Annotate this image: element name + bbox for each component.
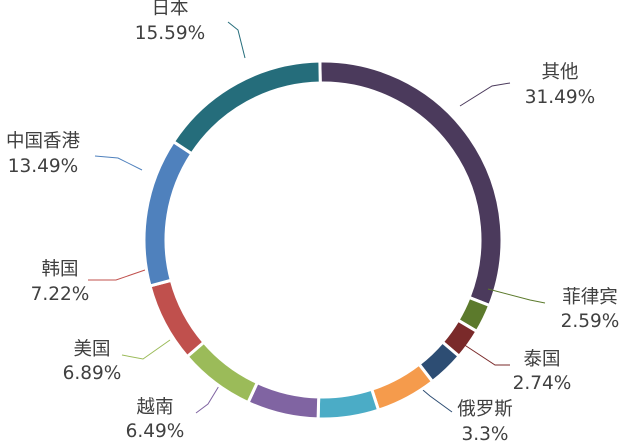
slice-value-label: 7.22%	[31, 284, 90, 305]
slice-value-label: 15.59%	[135, 23, 206, 44]
slice-value-label: 2.59%	[561, 311, 620, 332]
leader-line	[227, 21, 246, 59]
leader-line	[459, 82, 511, 107]
slice-name-label: 泰国	[523, 349, 560, 370]
donut-slice-越南	[246, 380, 321, 421]
slice-value-label: 31.49%	[525, 87, 596, 108]
slice-name-label: 美国	[73, 339, 110, 360]
leader-line	[88, 269, 146, 281]
slice-value-label: 6.89%	[63, 363, 122, 384]
leader-line	[121, 339, 171, 360]
slice-name-label: 韩国	[41, 259, 78, 280]
slice-value-label: 3.3%	[462, 424, 509, 443]
slice-name-label: 日本	[151, 0, 188, 19]
slice-name-label: 越南	[136, 397, 173, 418]
donut-slice-其他	[318, 59, 504, 308]
donut-slice-5	[316, 387, 381, 421]
slice-name-label: 其他	[541, 62, 578, 83]
slice-value-label: 6.49%	[126, 421, 185, 442]
slice-name-label: 中国香港	[6, 131, 81, 152]
donut-slice-日本	[171, 59, 322, 156]
leader-line	[195, 380, 223, 414]
leader-line	[94, 155, 143, 171]
donut-slice-中国香港	[142, 139, 194, 288]
donut-slice-韩国	[148, 278, 206, 359]
slice-name-label: 俄罗斯	[457, 399, 513, 420]
slice-value-label: 13.49%	[8, 156, 79, 177]
slice-name-label: 菲律宾	[562, 287, 618, 308]
leader-line	[487, 288, 546, 304]
donut-slice-4	[369, 362, 435, 413]
slice-value-label: 2.74%	[513, 373, 572, 394]
leader-line	[459, 341, 510, 366]
donut-slice-美国	[185, 340, 260, 405]
